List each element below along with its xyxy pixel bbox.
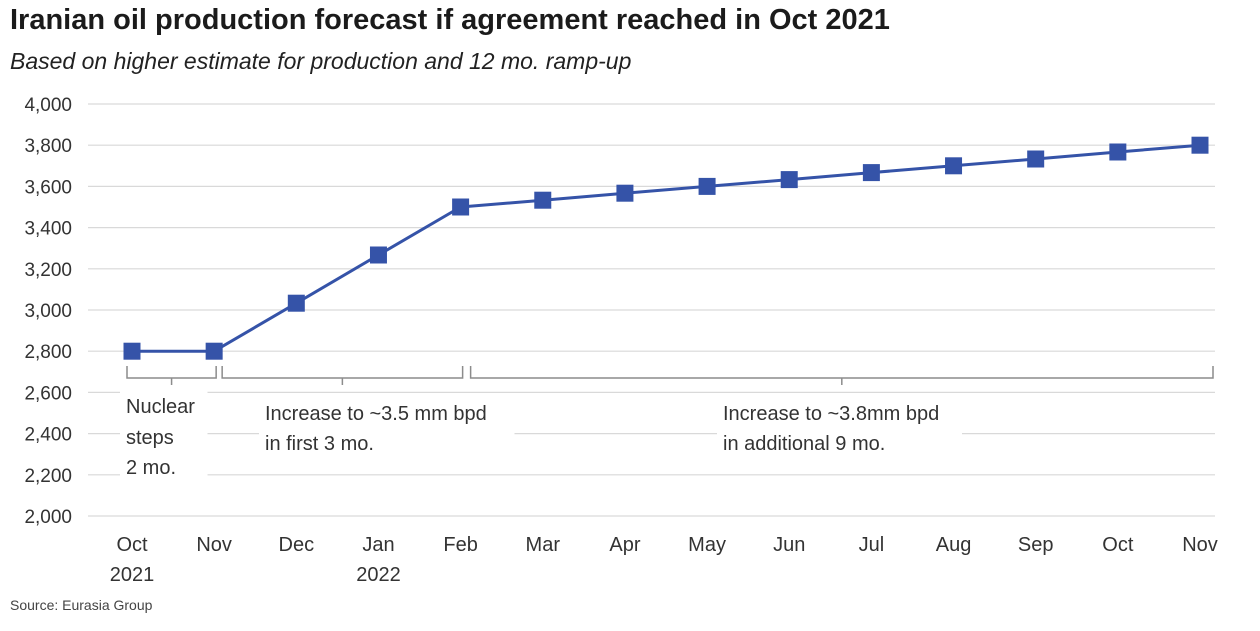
data-point-marker xyxy=(862,164,880,182)
x-tick-label: May xyxy=(688,534,726,556)
annotation-bracket xyxy=(126,366,217,385)
data-point-marker xyxy=(1027,150,1045,168)
data-point-marker xyxy=(945,157,963,175)
source-note: Source: Eurasia Group xyxy=(10,597,153,613)
x-year-label: 2022 xyxy=(356,564,401,586)
y-tick-label: 3,200 xyxy=(24,260,72,281)
annotation-bracket xyxy=(469,366,1214,385)
annotation-text: Nuclear xyxy=(126,396,195,418)
data-point-marker xyxy=(205,342,223,360)
data-point-marker xyxy=(616,184,634,202)
annotation-text: in first 3 mo. xyxy=(265,433,374,455)
x-tick-label: Nov xyxy=(196,534,232,556)
x-tick-label: Jun xyxy=(773,534,805,556)
data-point-marker xyxy=(369,246,387,264)
y-tick-label: 3,600 xyxy=(24,177,72,198)
series-line xyxy=(132,143,1201,353)
y-tick-label: 2,800 xyxy=(24,342,72,363)
data-point-marker xyxy=(123,342,141,360)
chart-subtitle: Based on higher estimate for production … xyxy=(10,48,632,74)
annotation-text: Increase to ~3.5 mm bpd xyxy=(265,403,487,425)
x-tick-label: Oct xyxy=(1102,534,1134,556)
data-point-marker xyxy=(287,294,305,312)
y-tick-label: 4,000 xyxy=(24,95,72,116)
x-tick-label: Jul xyxy=(859,534,885,556)
y-tick-label: 2,400 xyxy=(24,425,72,446)
y-tick-label: 3,800 xyxy=(24,136,72,157)
annotation-text: 2 mo. xyxy=(126,457,176,479)
annotation-bracket xyxy=(221,366,464,385)
x-year-label: 2021 xyxy=(110,564,155,586)
data-point-marker xyxy=(534,191,552,209)
x-tick-label: Mar xyxy=(526,534,561,556)
data-point-marker xyxy=(1109,143,1127,161)
y-tick-label: 3,400 xyxy=(24,219,72,240)
annotation-text: in additional 9 mo. xyxy=(723,433,885,455)
x-tick-label: Feb xyxy=(443,534,477,556)
x-tick-label: Dec xyxy=(279,534,315,556)
y-tick-label: 2,200 xyxy=(24,466,72,487)
x-tick-label: Oct xyxy=(116,534,148,556)
annotation-backdrop xyxy=(717,398,962,460)
data-point-marker xyxy=(780,171,798,189)
annotation-text: steps xyxy=(126,427,174,449)
annotation-backdrop xyxy=(120,391,208,484)
x-tick-label: Apr xyxy=(609,534,640,556)
chart-title: Iranian oil production forecast if agree… xyxy=(10,4,890,36)
x-tick-label: Aug xyxy=(936,534,972,556)
annotation-text: Increase to ~3.8mm bpd xyxy=(723,403,939,425)
data-point-marker xyxy=(452,198,470,216)
y-tick-label: 2,000 xyxy=(24,507,72,528)
y-tick-label: 3,000 xyxy=(24,301,72,322)
data-point-marker xyxy=(698,177,716,195)
x-tick-label: Nov xyxy=(1182,534,1218,556)
annotation-backdrop xyxy=(259,398,515,460)
x-tick-label: Sep xyxy=(1018,534,1054,556)
data-point-marker xyxy=(1191,136,1209,154)
y-tick-label: 2,600 xyxy=(24,383,72,404)
x-tick-label: Jan xyxy=(362,534,394,556)
